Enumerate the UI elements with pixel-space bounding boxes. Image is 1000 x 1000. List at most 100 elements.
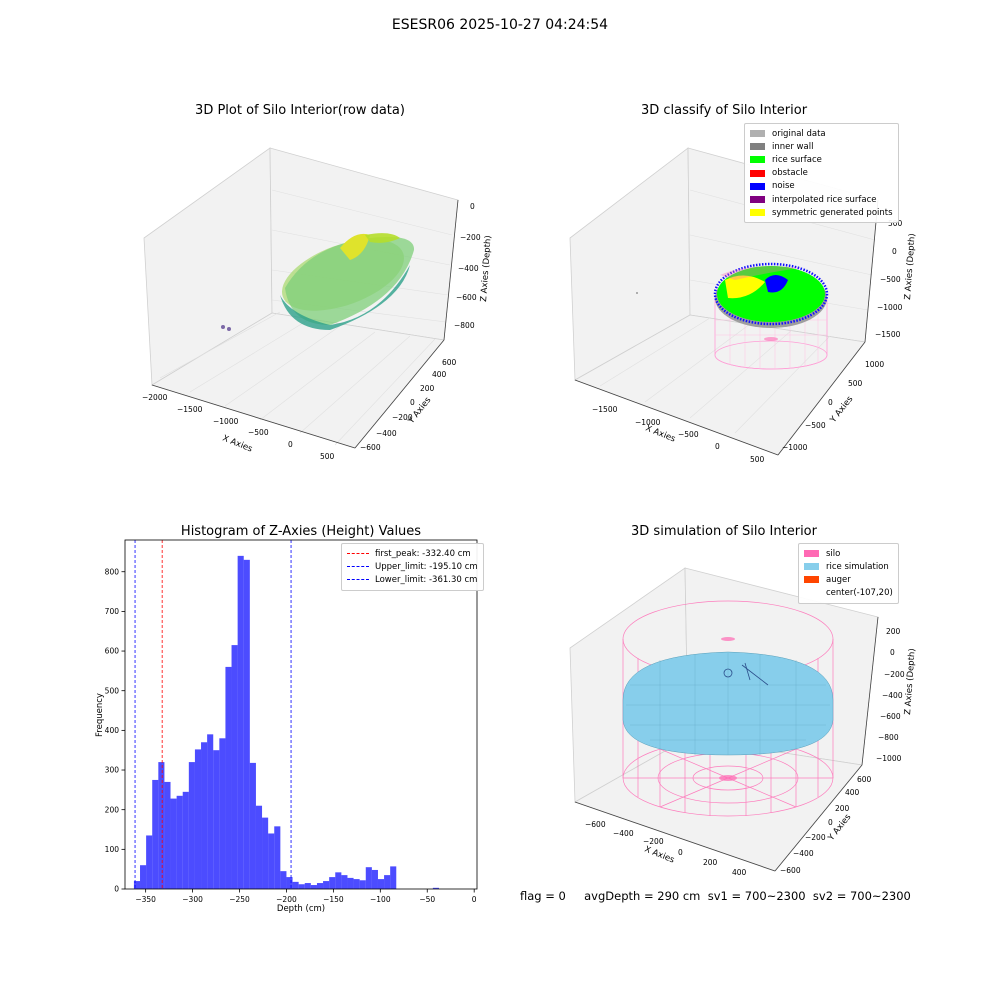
histogram-ytick-label: 0 xyxy=(114,885,119,894)
legend-item: noise xyxy=(750,180,893,193)
classify-axes xyxy=(574,199,879,456)
histogram-bar xyxy=(341,875,348,889)
histogram-ytick-label: 700 xyxy=(105,607,120,616)
histogram-frame xyxy=(124,539,478,890)
sim-ytick: 200 xyxy=(835,804,850,813)
histogram-legend: first_peak: -332.40 cm Upper_limit: -195… xyxy=(341,543,484,591)
classify-point-cloud xyxy=(636,262,829,370)
histogram-bar xyxy=(152,779,159,889)
classify-ytick: 1000 xyxy=(865,360,884,369)
histogram-bar xyxy=(292,881,299,889)
histogram-ylabel: Frequency xyxy=(95,693,105,737)
histogram-bar xyxy=(249,762,256,889)
raw-ytick: −200 xyxy=(392,413,413,422)
histogram-bar xyxy=(140,865,147,889)
classify-ytick: 500 xyxy=(848,379,863,388)
histogram-bar xyxy=(329,877,336,889)
histogram-bar xyxy=(298,884,305,889)
sim-xtick: −200 xyxy=(643,837,664,846)
histogram-bar xyxy=(274,826,281,889)
histogram-bar xyxy=(243,559,250,889)
classify-xtick: −1500 xyxy=(592,405,618,414)
histogram-xtick-label: 0 xyxy=(472,895,477,904)
legend-item: Lower_limit: -361.30 cm xyxy=(347,573,478,586)
histogram-limit-lines xyxy=(134,540,292,889)
histogram-ytick-label: 100 xyxy=(105,845,120,854)
classify-xtick: 500 xyxy=(750,455,765,464)
histogram-xlabel: Depth (cm) xyxy=(277,904,325,914)
histogram-chart: −350 −300 −250 −200 −150 −100 −50 0 0 100 200 300 4… xyxy=(95,539,478,914)
histogram-xtick-label: −200 xyxy=(276,895,297,904)
raw-plot-title: 3D Plot of Silo Interior(row data) xyxy=(195,103,405,118)
legend-item: center(-107,20) xyxy=(804,587,893,600)
histogram-xtick-label: −50 xyxy=(419,895,435,904)
histogram-bar xyxy=(262,817,269,889)
legend-label: inner wall xyxy=(772,141,814,152)
legend-item: obstacle xyxy=(750,167,893,180)
histogram-bar xyxy=(335,872,342,889)
histogram-bar xyxy=(304,883,311,889)
classify-ztick: −1500 xyxy=(875,330,901,339)
legend-swatch xyxy=(750,143,765,151)
histogram-bar xyxy=(194,749,202,889)
raw-ztick: 0 xyxy=(470,202,475,211)
sim-zlabel: Z Axies (Depth) xyxy=(903,648,918,715)
raw-axes xyxy=(151,199,459,449)
legend-item: interpolated rice surface xyxy=(750,193,893,206)
legend-item: rice surface xyxy=(750,153,893,166)
histogram-y-ticks: 0 100 200 300 400 500 600 700 800 xyxy=(105,567,125,894)
histogram-bar xyxy=(170,798,177,889)
classify-xtick: −500 xyxy=(678,430,699,439)
sim-ytick: −400 xyxy=(793,849,814,858)
status-line: flag = 0 avgDepth = 290 cm sv1 = 700~230… xyxy=(520,889,911,903)
legend-label: center(-107,20) xyxy=(826,588,893,599)
classify-ytick: −500 xyxy=(805,421,826,430)
simulation-silo xyxy=(622,600,834,817)
histogram-bar xyxy=(390,866,397,889)
figure-title: ESESR06 2025-10-27 04:24:54 xyxy=(391,17,609,33)
raw-point-cloud xyxy=(221,233,415,331)
histogram-bar xyxy=(268,833,275,889)
histogram-bar xyxy=(182,791,189,889)
histogram-bar xyxy=(280,871,287,889)
legend-label: interpolated rice surface xyxy=(772,194,877,205)
raw-ytick: 400 xyxy=(432,370,447,379)
raw-ytick: 0 xyxy=(410,398,415,407)
histogram-bar xyxy=(219,738,226,889)
raw-xtick: −2000 xyxy=(142,393,168,402)
legend-label: first_peak: -332.40 cm xyxy=(375,548,471,559)
legend-swatch xyxy=(804,590,819,597)
histogram-bars xyxy=(133,555,439,889)
histogram-bar xyxy=(201,742,208,889)
simulation-legend: silo rice simulation auger center(-107,2… xyxy=(798,543,899,604)
classify-zlabel: Z Axies (Depth) xyxy=(903,233,918,300)
raw-ztick: −400 xyxy=(458,264,479,273)
legend-item: auger xyxy=(804,573,893,586)
raw-ytick: −600 xyxy=(360,443,381,452)
legend-item: inner wall xyxy=(750,140,893,153)
legend-swatch xyxy=(750,196,765,204)
histogram-bar xyxy=(432,887,439,889)
sim-ytick: 400 xyxy=(845,788,860,797)
raw-ytick: −400 xyxy=(376,429,397,438)
legend-label: rice simulation xyxy=(826,561,889,572)
raw-3d-plot: −2000 −1500 −1000 −500 0 500 −600 −400 −… xyxy=(142,147,494,460)
histogram-bar xyxy=(316,883,324,889)
histogram-bar xyxy=(353,879,360,889)
legend-swatch xyxy=(804,563,819,571)
sim-ztick: 0 xyxy=(890,648,895,657)
histogram-xtick-label: −100 xyxy=(370,895,391,904)
histogram-bar xyxy=(347,877,354,889)
legend-line xyxy=(347,566,369,568)
raw-ztick: −800 xyxy=(454,321,475,330)
legend-item: first_peak: -332.40 cm xyxy=(347,547,478,560)
sim-xtick: 200 xyxy=(703,858,718,867)
raw-ztick: −200 xyxy=(460,233,481,242)
raw-xtick: −1500 xyxy=(177,405,203,414)
legend-swatch xyxy=(750,156,765,164)
histogram-title: Histogram of Z-Axies (Height) Values xyxy=(180,524,422,539)
sim-ztick: −600 xyxy=(880,712,901,721)
histogram-x-ticks: −350 −300 −250 −200 −150 −100 −50 0 xyxy=(135,889,477,904)
sim-ytick: 600 xyxy=(857,775,872,784)
classify-xtick: −1000 xyxy=(635,418,661,427)
